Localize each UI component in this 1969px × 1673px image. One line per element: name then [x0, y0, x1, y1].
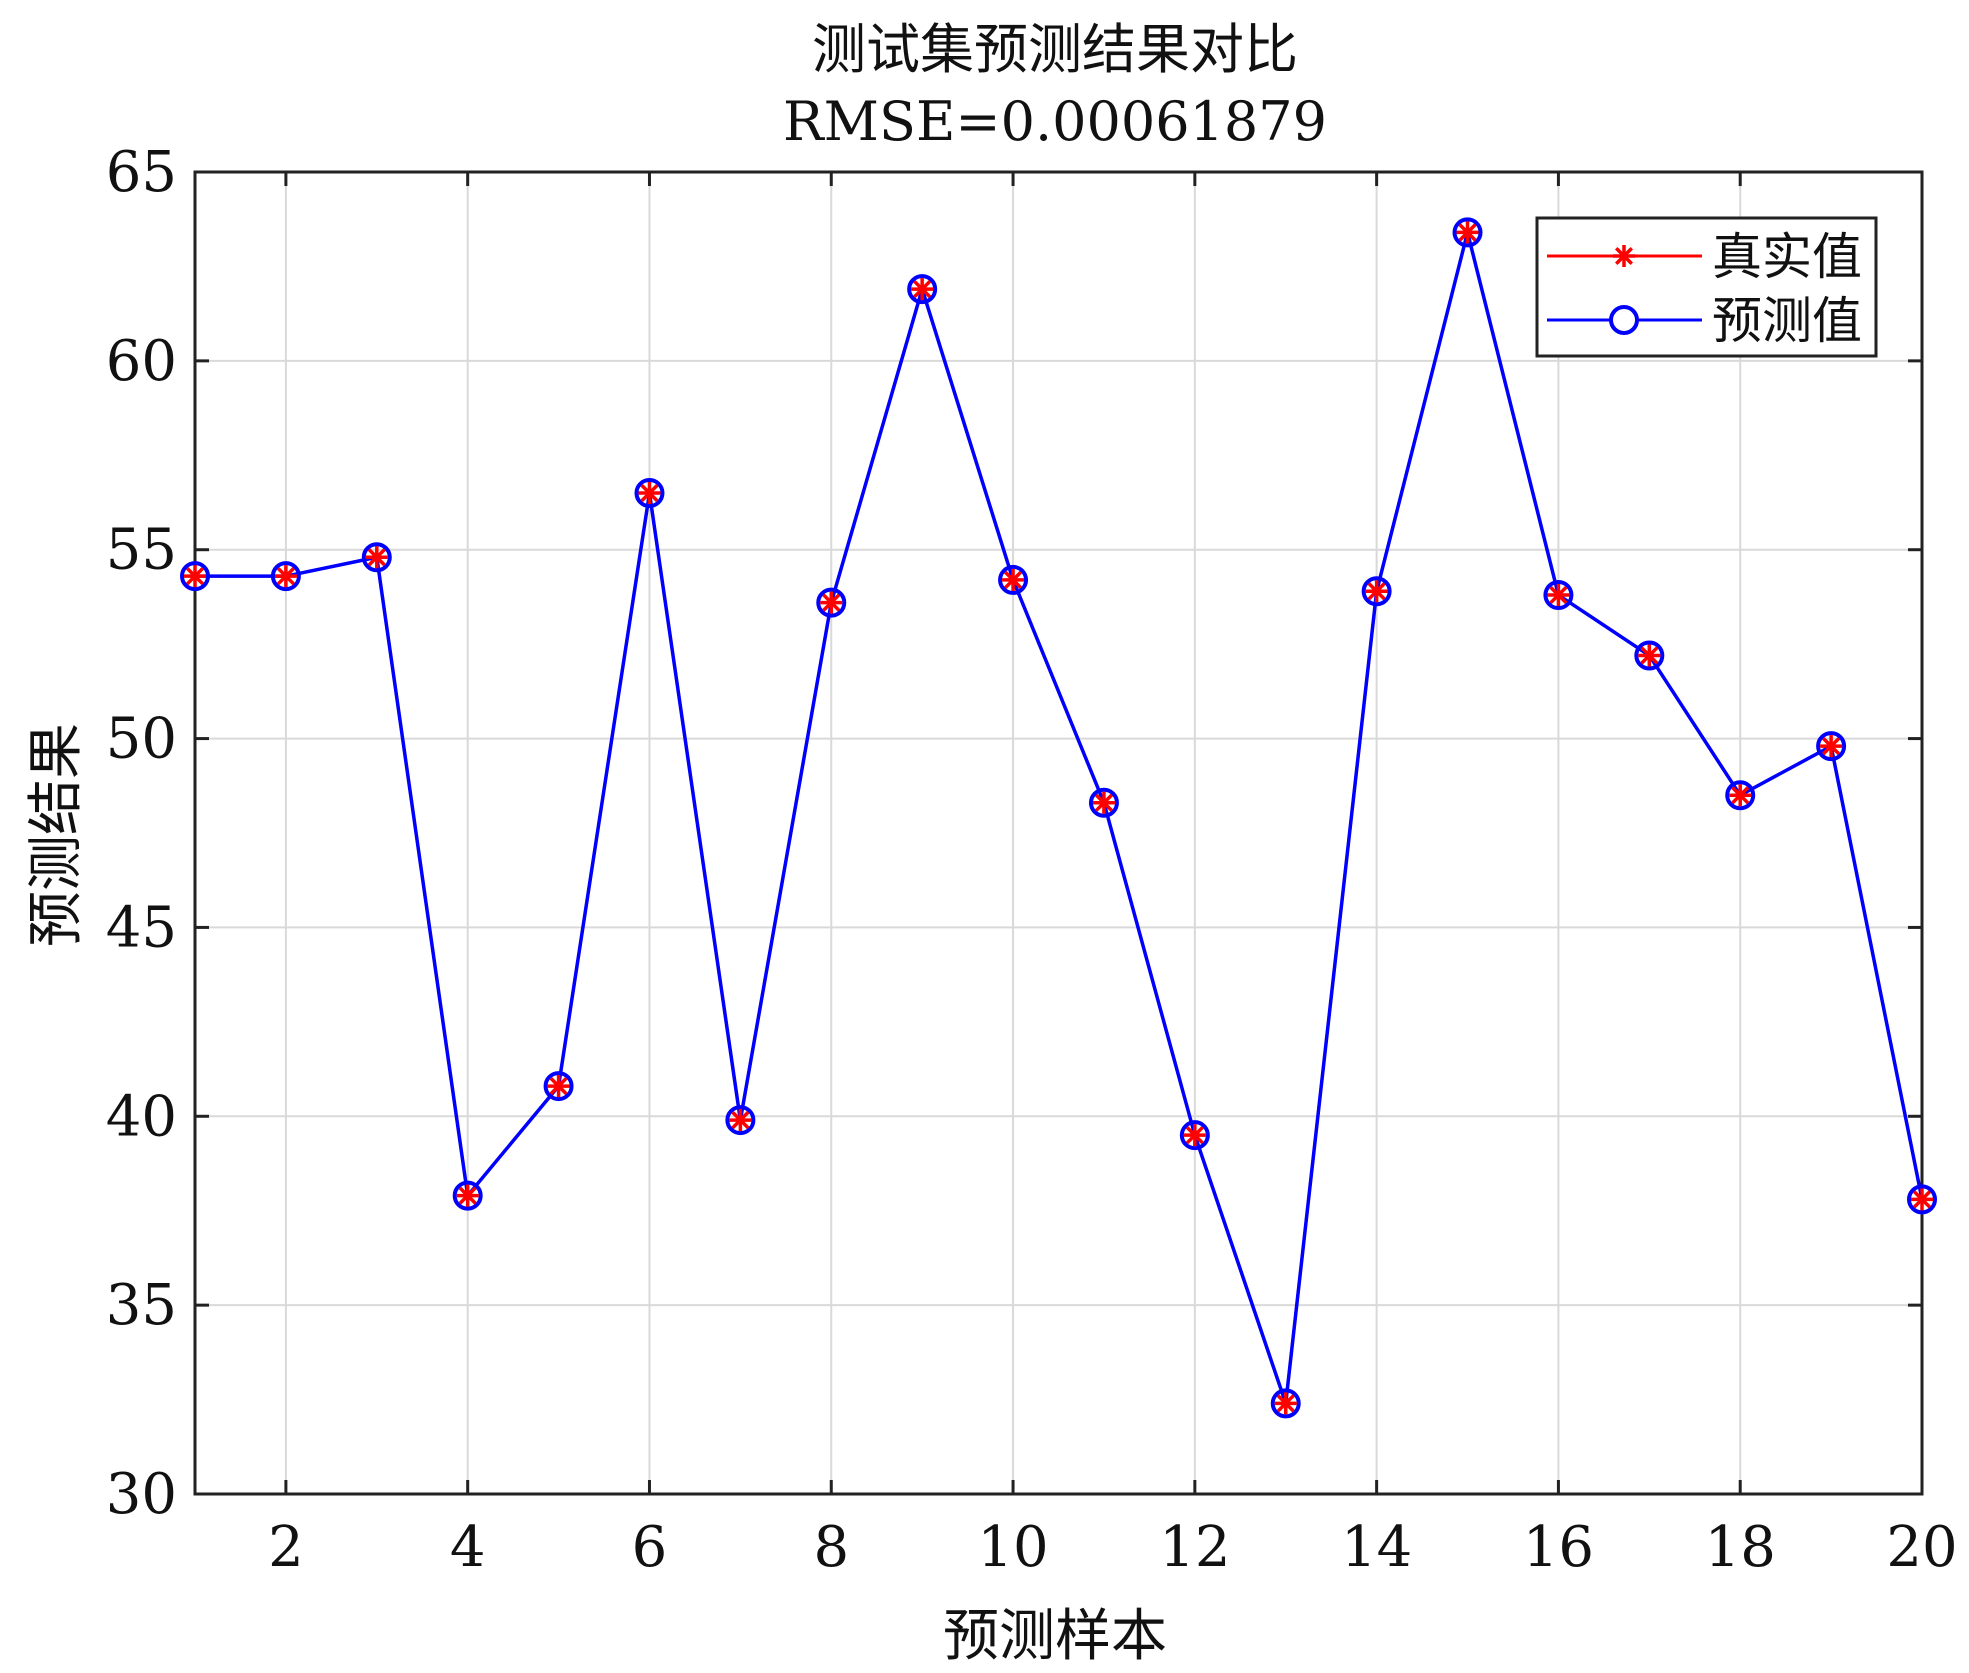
data-point-pred	[1452, 217, 1483, 248]
y-tick-label: 60	[106, 329, 177, 394]
data-point-pred	[1179, 1120, 1210, 1151]
y-tick-label: 40	[106, 1084, 177, 1149]
asterisk-stroke	[913, 280, 932, 299]
x-tick-label: 12	[1159, 1515, 1230, 1580]
legend-label-pred: 预测值	[1712, 292, 1862, 350]
data-point-true	[365, 546, 388, 569]
data-point-pred	[1725, 780, 1756, 811]
data-point-pred	[907, 274, 938, 305]
data-point-pred	[1088, 787, 1119, 818]
asterisk-stroke	[1912, 1190, 1932, 1209]
data-point-true	[1638, 644, 1661, 667]
series-line-true	[195, 232, 1924, 1404]
asterisk-stroke	[1367, 582, 1386, 601]
legend-circle	[1609, 305, 1639, 335]
data-point-true	[1274, 1392, 1297, 1415]
asterisk-stroke	[1458, 223, 1477, 242]
x-tick-label: 18	[1705, 1515, 1776, 1580]
asterisk-stroke	[1094, 793, 1113, 812]
legend-asterisk	[1613, 245, 1635, 267]
data-point-pred	[998, 564, 1029, 595]
x-tick-label: 10	[977, 1515, 1048, 1580]
grid-lines	[195, 171, 1923, 1495]
data-point-true	[184, 565, 206, 588]
legend-box	[1535, 216, 1878, 358]
x-tick-label: 4	[450, 1515, 486, 1580]
series-layer	[180, 217, 1937, 1419]
x-tick-label: 20	[1886, 1515, 1957, 1580]
asterisk-stroke	[367, 548, 386, 567]
data-point-true	[456, 1184, 479, 1207]
data-point-pred	[1361, 576, 1392, 607]
x-tick-label: 2	[268, 1515, 304, 1580]
data-point-true	[1183, 1124, 1206, 1147]
data-point-pred	[1543, 580, 1574, 611]
data-point-true	[1729, 784, 1752, 807]
data-point-pred	[1270, 1388, 1301, 1419]
data-point-pred	[634, 478, 665, 509]
data-point-true	[1002, 568, 1025, 591]
legend-marker-pred	[1609, 305, 1639, 335]
legend-label-true: 真实值	[1712, 228, 1862, 286]
data-point-true	[638, 482, 661, 505]
y-axis-label: 预测结果	[24, 723, 89, 947]
data-point-pred	[1816, 731, 1847, 762]
asterisk-stroke	[1731, 786, 1750, 805]
data-point-pred	[725, 1105, 756, 1136]
y-tick-label: 35	[106, 1273, 177, 1338]
asterisk-stroke	[549, 1077, 568, 1096]
asterisk-stroke	[1185, 1126, 1204, 1145]
data-point-pred	[816, 587, 847, 618]
y-tick-label: 50	[106, 707, 177, 772]
data-point-true	[729, 1109, 752, 1132]
asterisk-stroke	[276, 567, 295, 586]
data-point-true	[911, 278, 934, 301]
data-point-pred	[270, 561, 301, 592]
asterisk-stroke	[640, 484, 659, 503]
asterisk-stroke	[731, 1111, 750, 1130]
asterisk-stroke	[1276, 1394, 1295, 1413]
asterisk-stroke	[1004, 570, 1023, 589]
x-tick-label: 8	[813, 1515, 849, 1580]
chart-title: 测试集预测结果对比	[812, 18, 1298, 81]
data-point-true	[1456, 221, 1479, 244]
data-point-true	[1820, 735, 1843, 758]
asterisk-stroke	[185, 567, 205, 586]
y-tick-label: 30	[106, 1462, 177, 1527]
asterisk-stroke	[458, 1186, 477, 1205]
asterisk-stroke	[1549, 586, 1568, 605]
data-point-pred	[1907, 1184, 1937, 1215]
x-tick-label: 6	[632, 1515, 668, 1580]
data-point-pred	[361, 542, 392, 573]
y-tick-label: 45	[106, 895, 177, 960]
y-tick-label: 55	[106, 518, 177, 583]
x-tick-label: 14	[1341, 1515, 1412, 1580]
asterisk-stroke	[1614, 246, 1634, 266]
data-point-pred	[1634, 640, 1665, 671]
data-point-pred	[180, 561, 210, 592]
data-point-pred	[452, 1180, 483, 1211]
data-point-pred	[543, 1071, 574, 1102]
data-point-true	[1365, 580, 1388, 603]
data-point-true	[1547, 584, 1570, 607]
data-point-true	[1092, 791, 1115, 814]
x-axis-label: 预测样本	[943, 1604, 1167, 1669]
data-point-true	[274, 565, 297, 588]
data-point-true	[547, 1075, 570, 1098]
axis-ticks: 2 4 6 8 10 12 14 16 18 20 30 35 40 45 50 55 60 65	[106, 140, 1958, 1580]
x-tick-label: 16	[1523, 1515, 1594, 1580]
y-tick-label: 65	[106, 140, 177, 205]
plot-area-frame	[193, 170, 1924, 1496]
data-point-true	[820, 591, 843, 614]
asterisk-stroke	[1822, 737, 1841, 756]
data-point-true	[1911, 1188, 1933, 1211]
series-line-pred	[195, 232, 1924, 1404]
asterisk-stroke	[1640, 646, 1659, 665]
asterisk-stroke	[822, 593, 841, 612]
legend: 真实值 预测值	[1535, 216, 1878, 358]
legend-marker-true	[1613, 245, 1635, 267]
chart-subtitle: RMSE=0.00061879	[783, 90, 1327, 153]
